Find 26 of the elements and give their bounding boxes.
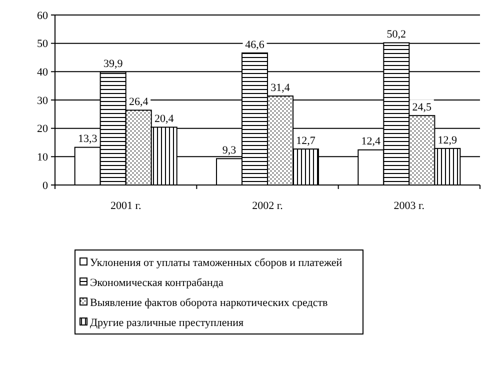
x-tick-label: 2001 г.	[110, 200, 142, 212]
text: 50,2	[386, 28, 406, 41]
text: 46,6	[245, 38, 264, 51]
y-tick-label: 50	[37, 38, 48, 50]
x-tick-label: 2003 г.	[394, 200, 425, 212]
legend-label: Уклонения от уплаты таможенных сборов и платежей	[90, 256, 342, 269]
y-tick-label: 30	[37, 94, 48, 107]
text: 24,5	[412, 101, 432, 114]
text: 31,4	[270, 82, 290, 94]
text: 26,4	[128, 96, 148, 108]
text: 39,9	[103, 58, 123, 70]
legend-label: Экономическая контрабанда	[90, 276, 224, 289]
y-tick-label: 0	[42, 180, 48, 192]
text: 12,7	[296, 134, 316, 147]
text: 20,4	[154, 113, 174, 126]
x-tick-label: 2002 г.	[252, 200, 284, 212]
legend-label: Выявление фактов оборота наркотических средств	[90, 296, 328, 309]
legend-label: Другие различные преступления	[90, 316, 244, 329]
text: 9,3	[222, 144, 236, 156]
y-tick-label: 60	[37, 10, 48, 22]
y-tick-label: 10	[37, 152, 48, 164]
text: 13,3	[78, 133, 98, 146]
text: 12,9	[438, 134, 458, 146]
y-tick-label: 40	[37, 66, 48, 79]
text: 12,4	[361, 136, 381, 148]
y-tick-label: 20	[37, 123, 48, 136]
